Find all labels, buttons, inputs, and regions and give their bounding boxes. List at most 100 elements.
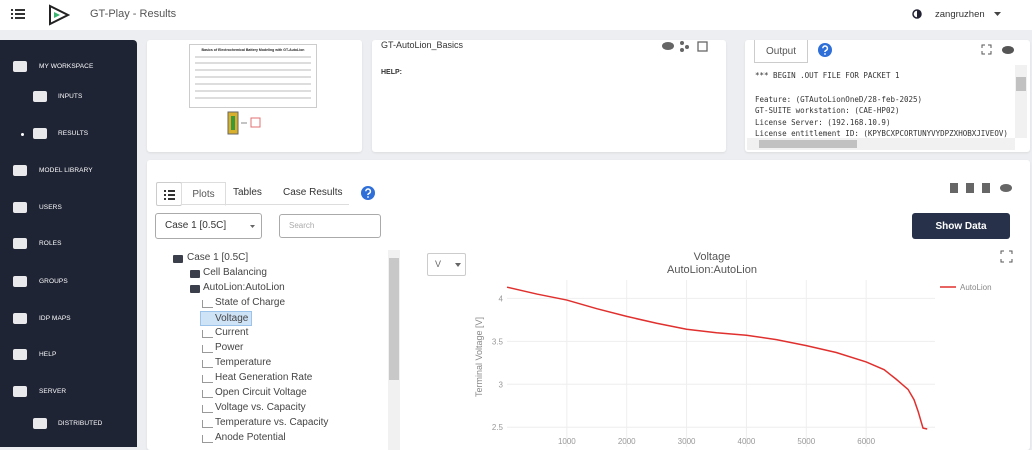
sidebar-item[interactable]: SERVER [0,382,137,402]
model-actions[interactable] [662,40,717,52]
x-tick-label: 5000 [797,437,815,446]
chart-icon [202,330,213,338]
h-scrollbar[interactable] [747,138,1015,150]
chart-subtitle: AutoLion:AutoLion [667,264,757,276]
sidebar-icon [13,313,27,324]
sidebar-label: RESULTS [58,130,89,137]
output-line: *** BEGIN .OUT FILE FOR PACKET 1 [755,71,900,80]
sidebar-item[interactable]: IDP MAPS [0,309,137,329]
model-name: GT-AutoLion_Basics [381,40,464,50]
x-tick-label: 2000 [618,437,636,446]
sidebar-icon [13,386,27,397]
tree-node[interactable]: Cell Balancing [203,267,267,278]
y-tick-label: 4 [499,294,504,303]
output-tab[interactable]: Output [754,40,808,63]
tree-leaf[interactable]: Temperature [215,357,272,368]
theme-toggle[interactable] [912,9,922,19]
sidebar-label: INPUTS [58,93,83,100]
sidebar-item[interactable]: DISTRIBUTED [0,414,137,434]
sidebar-icon [13,276,27,287]
sidebar-item[interactable]: GROUPS [0,272,137,292]
sidebar-item[interactable]: ROLES [0,234,137,254]
tree-leaf[interactable]: Voltage vs. Capacity [215,402,306,413]
sidebar-item[interactable]: RESULTS [0,124,137,144]
output-line: License Server: (192.168.10.9) [755,117,891,127]
tree-leaf[interactable]: Temperature vs. Capacity [215,417,329,428]
doc-title: Basics of Electrochemical Battery Modeli… [201,48,305,52]
sidebar-item[interactable]: HELP [0,345,137,365]
tree-leaf[interactable]: State of Charge [215,297,286,308]
x-tick-label: 6000 [857,437,875,446]
sidebar-label: USERS [39,204,62,211]
x-tick-label: 4000 [738,437,756,446]
sidebar-icon [13,349,27,360]
tree-scrollbar[interactable] [388,250,400,450]
fullscreen-icon[interactable] [1000,250,1013,263]
export-actions[interactable] [949,182,1015,193]
sidebar-icon [33,91,47,102]
chart-icon [202,390,213,398]
chart-icon [202,375,213,383]
menu-icon[interactable] [11,8,25,20]
case-select[interactable]: Case 1 [0.5C] [155,213,262,239]
sidebar-label: HELP [39,351,57,358]
document-thumbnail: Basics of Electrochemical Battery Modeli… [189,44,317,108]
sidebar: MY WORKSPACE INPUTS RESULTS MODEL LIBRARY US… [0,40,137,447]
data-line [506,286,928,430]
x-tick-label: 3000 [678,437,696,446]
list-toggle[interactable] [156,182,182,206]
tree-node[interactable]: Case 1 [0.5C] [187,252,249,263]
help-icon[interactable] [361,186,375,200]
tree-node[interactable]: AutoLion:AutoLion [203,282,285,293]
tree-leaf[interactable]: Current [215,327,249,338]
tab-tables[interactable]: Tables [233,187,262,198]
sidebar-icon [13,61,27,72]
show-data-button[interactable]: Show Data [912,213,1010,239]
chart-icon [202,345,213,353]
sidebar-item[interactable]: INPUTS [0,87,137,107]
sidebar-label: MY WORKSPACE [39,63,94,70]
unit-select[interactable]: V [427,253,466,276]
tab-case-results[interactable]: Case Results [283,187,343,198]
sidebar-item[interactable]: MODEL LIBRARY [0,161,137,181]
search-placeholder: Search [289,221,315,230]
tree-leaf[interactable]: Open Circuit Voltage [215,387,307,398]
v-scrollbar[interactable] [1015,65,1027,138]
y-axis-label: Terminal Voltage [V] [474,317,484,397]
y-tick-label: 3.5 [492,337,504,346]
sidebar-label: GROUPS [39,278,68,285]
sidebar-item[interactable]: MY WORKSPACE [0,57,137,77]
sidebar-label: IDP MAPS [39,315,71,322]
legend-label: AutoLion [960,283,992,292]
sidebar-icon [13,238,27,249]
top-bar: GT-Play - Results zangruzhen [0,0,1032,30]
tree-leaf[interactable]: Power [215,342,244,353]
sidebar-icon [33,128,47,139]
folder-icon [173,255,183,263]
chart-icon [202,300,213,308]
y-tick-label: 2.5 [492,423,504,432]
help-label: HELP: [381,69,402,76]
output-card: Output *** BEGIN .OUT FILE FOR PACKET 1 F… [745,40,1030,152]
chart-icon [202,405,213,413]
logo[interactable] [48,4,70,26]
model-info-card: GT-AutoLion_Basics HELP: [372,40,726,152]
user-menu[interactable]: zangruzhen [935,9,985,20]
output-actions[interactable] [981,44,1025,55]
unit-text: V [435,259,442,269]
tree-leaf[interactable]: Anode Potential [215,432,286,443]
result-tree: Case 1 [0.5C] Cell Balancing AutoLion:Auto… [147,248,387,448]
tree-leaf[interactable]: Heat Generation Rate [215,372,313,383]
app-title: GT-Play - Results [90,8,177,20]
sidebar-item[interactable]: USERS [0,198,137,218]
sidebar-label: SERVER [39,388,67,395]
folder-icon [190,270,200,278]
tab-plots[interactable]: Plots [181,182,226,206]
search-box[interactable]: Search [279,214,381,238]
active-dot [21,133,24,136]
tree-leaf[interactable]: Voltage [200,311,253,326]
help-icon[interactable] [818,43,832,57]
sidebar-icon [33,418,47,429]
chart: Voltage AutoLion:AutoLion Terminal Volta… [474,250,1013,447]
